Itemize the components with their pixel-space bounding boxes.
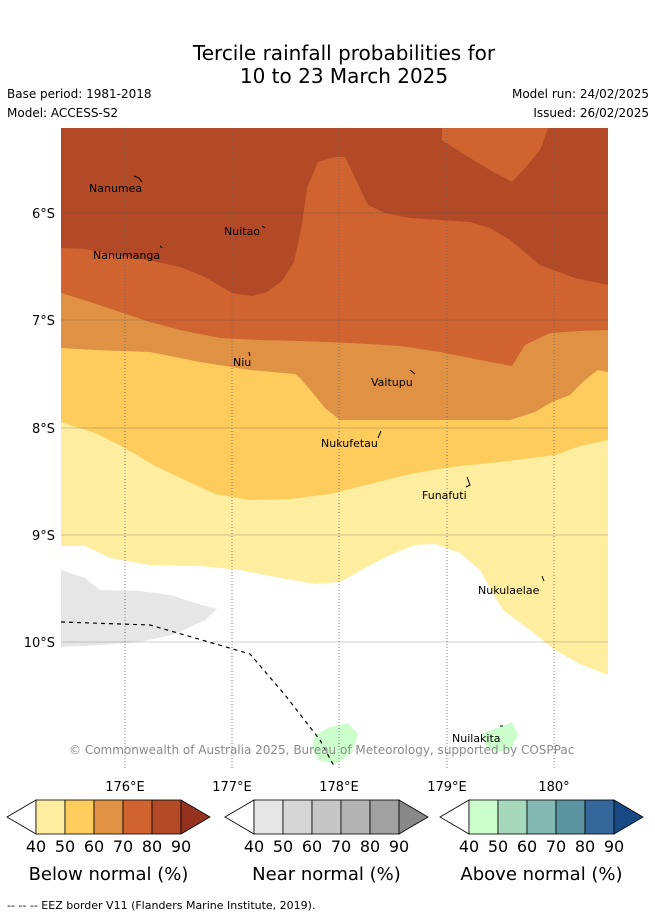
colorbar-segment [122, 799, 153, 835]
colorbar-segment [468, 799, 499, 835]
colorbar-segment [93, 799, 124, 835]
colorbar-right-extension [613, 799, 644, 835]
colorbar-left-extension [224, 799, 255, 835]
base-period: Base period: 1981-2018 [7, 87, 152, 101]
colorbar-tick-label: 70 [546, 837, 566, 856]
island-label-nukulaelae: Nukulaelae [478, 584, 540, 597]
colorbar-tick-label: 50 [488, 837, 508, 856]
island-coastlines [133, 175, 545, 727]
colorbar-segment [526, 799, 557, 835]
island-label-nuitao: Nuitao [224, 225, 260, 238]
island-label-niu: Niu [233, 356, 251, 369]
island-label-nuilakita: Nuilakita [452, 732, 501, 745]
colorbar-segment [253, 799, 284, 835]
colorbar-title: Above normal (%) [460, 864, 622, 885]
colorbar-above-normal: 40 50 60 70 80 90 Above normal (%) [439, 799, 644, 885]
island-label-nanumea: Nanumea [89, 182, 142, 195]
colorbar-tick-label: 90 [171, 837, 191, 856]
colorbar-tick-label: 80 [142, 837, 162, 856]
region-below-80 [61, 128, 608, 296]
eez-border [61, 621, 336, 769]
colorbar-tick-label: 70 [331, 837, 351, 856]
colorbar-tick-label: 50 [55, 837, 75, 856]
colorbar-tick-label: 80 [575, 837, 595, 856]
colorbar-segment [35, 799, 66, 835]
region-above-40-east [483, 722, 518, 752]
lon-label-179e: 179°E [427, 780, 467, 795]
island-label-nukufetau: Nukufetau [321, 437, 378, 450]
colorbar-tick-label: 50 [273, 837, 293, 856]
rainfall-probability-map: Nanumea Nuitao Nanumanga Niu Vaitupu Nuk… [61, 128, 608, 770]
region-above-40-west [312, 723, 358, 764]
eez-footnote: -- -- -- EEZ border V11 (Flanders Marine… [7, 899, 316, 912]
region-below-70-northeast [442, 128, 548, 182]
region-near-40 [61, 570, 217, 647]
colorbar-segment [584, 799, 615, 835]
island-label-nanumanga: Nanumanga [93, 249, 160, 262]
model-run: Model run: 24/02/2025 [511, 87, 649, 101]
lat-label-9s: 9°S [32, 529, 55, 544]
colorbar-segment [151, 799, 182, 835]
lon-label-176e: 176°E [105, 780, 145, 795]
lat-label-6s: 6°S [32, 207, 55, 222]
lon-label-178e: 178°E [319, 780, 359, 795]
colorbar-title: Below normal (%) [29, 864, 189, 885]
colorbar-tick-label: 90 [389, 837, 409, 856]
colorbar-segment [64, 799, 95, 835]
colorbar-title: Near normal (%) [252, 864, 401, 885]
lon-label-177e: 177°E [212, 780, 252, 795]
colorbar-tick-label: 60 [84, 837, 104, 856]
island-label-funafuti: Funafuti [422, 489, 467, 502]
lat-label-7s: 7°S [32, 314, 55, 329]
map-title-line1: Tercile rainfall probabilities for [192, 41, 496, 65]
colorbar-tick-label: 60 [302, 837, 322, 856]
colorbar-segment [369, 799, 400, 835]
colorbar-below-normal: 40 50 60 70 80 90 Below normal (%) [6, 799, 211, 885]
colorbar-near-normal: 40 50 60 70 80 90 Near normal (%) [224, 799, 429, 885]
colorbar-tick-label: 40 [244, 837, 264, 856]
island-label-vaitupu: Vaitupu [371, 376, 413, 389]
colorbar-tick-label: 40 [459, 837, 479, 856]
issued-date: Issued: 26/02/2025 [533, 106, 649, 120]
copyright-notice: © Commonwealth of Australia 2025, Bureau… [69, 743, 574, 757]
map-title-line2: 10 to 23 March 2025 [239, 64, 449, 88]
colorbar-segment [311, 799, 342, 835]
colorbar-right-extension [180, 799, 211, 835]
colorbar-segment [340, 799, 371, 835]
colorbar-tick-label: 70 [113, 837, 133, 856]
colorbar-segment [497, 799, 528, 835]
lat-label-8s: 8°S [32, 422, 55, 437]
model-name: Model: ACCESS-S2 [7, 106, 119, 120]
lat-label-10s: 10°S [24, 636, 55, 651]
colorbar-left-extension [439, 799, 470, 835]
lon-label-180: 180° [538, 780, 569, 795]
latitude-gridlines [61, 212, 608, 643]
colorbar-tick-label: 90 [604, 837, 624, 856]
colorbar-segment [555, 799, 586, 835]
colorbar-tick-label: 80 [360, 837, 380, 856]
colorbar-right-extension [398, 799, 429, 835]
colorbar-tick-label: 40 [26, 837, 46, 856]
colorbar-tick-label: 60 [517, 837, 537, 856]
colorbar-segment [282, 799, 313, 835]
longitude-gridlines [124, 128, 555, 770]
colorbar-left-extension [6, 799, 37, 835]
